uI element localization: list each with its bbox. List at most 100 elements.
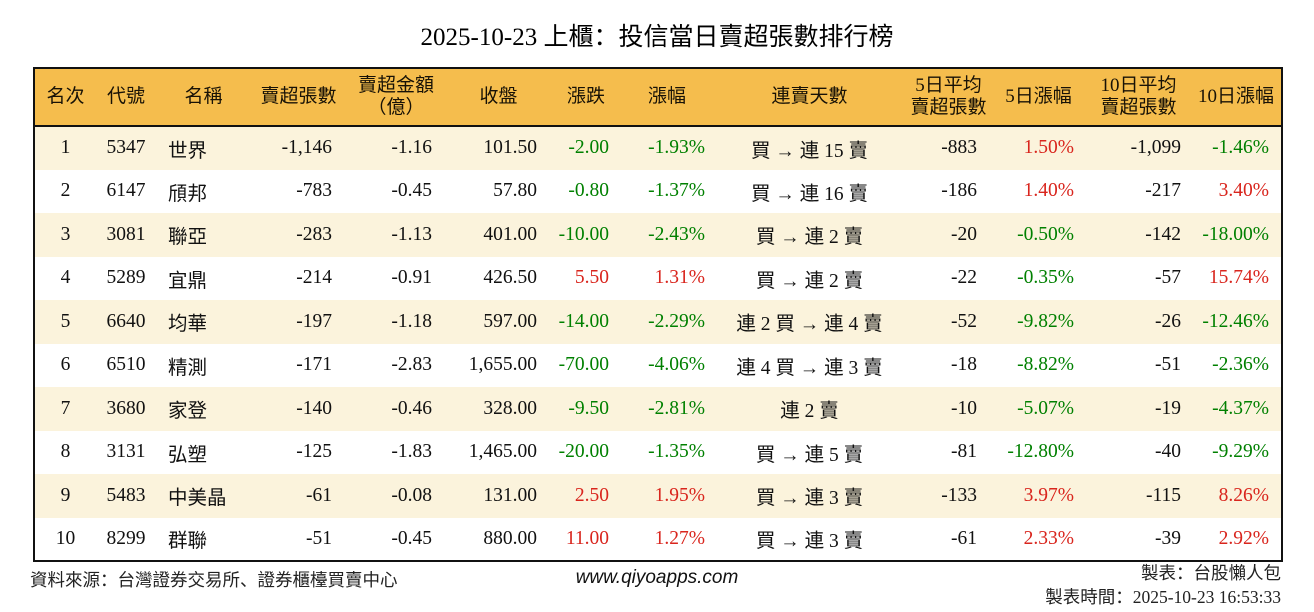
table-row: 5 6640 均華 -197 -1.18 597.00 -14.00 -2.29% 連 2 買 … — [34, 300, 1282, 344]
cell-net-sell-qty: -283 — [296, 223, 332, 245]
cell-net-sell-amount: -0.46 — [391, 397, 432, 419]
cell-net-sell-amount: -1.18 — [391, 310, 432, 332]
cell-stock-name: 精測 — [168, 357, 208, 379]
table-row: 4 5289 宜鼎 -214 -0.91 426.50 5.50 1.31% 買 → 連 2 賣… — [34, 256, 1282, 300]
cell-net-sell-amount: -0.91 — [391, 267, 432, 289]
cell-avg10-net-sell: -57 — [1155, 267, 1181, 289]
cell-net-sell-qty: -171 — [296, 354, 332, 376]
cell-close: 401.00 — [483, 223, 537, 245]
cell-rank: 9 — [60, 484, 71, 506]
table-body: 1 5347 世界 -1,146 -1.16 101.50 -2.00 -1.93% 買 → 連… — [34, 126, 1282, 561]
cell-pct5-change: 1.50% — [1023, 137, 1074, 159]
cell-change: -2.00 — [568, 137, 609, 159]
cell-change-pct: 1.27% — [654, 527, 705, 549]
cell-change-pct: -1.37% — [648, 180, 705, 202]
cell-code: 3131 — [106, 441, 146, 463]
cell-net-sell-qty: -1,146 — [281, 137, 332, 159]
column-header-8: 連賣天數 — [713, 68, 906, 127]
column-header-2: 名稱 — [156, 68, 251, 127]
cell-rank: 10 — [55, 527, 76, 549]
cell-avg5-net-sell: -52 — [951, 310, 977, 332]
cell-rank: 7 — [60, 397, 71, 419]
cell-code: 6510 — [106, 354, 146, 376]
cell-pct5-change: 2.33% — [1023, 527, 1074, 549]
ranking-table: 名次 代號 名稱 賣超張數 賣超金額 （億） 收盤 漲跌 漲幅 連賣天數 5日平均 賣超張數 5日漲幅 1… — [33, 67, 1283, 562]
cell-pct5-change: 3.97% — [1023, 484, 1074, 506]
cell-stock-name: 弘塑 — [168, 444, 208, 466]
cell-close: 597.00 — [483, 310, 537, 332]
cell-code: 3680 — [106, 397, 146, 419]
cell-avg5-net-sell: -133 — [941, 484, 977, 506]
cell-pct10-change: -4.37% — [1212, 397, 1269, 419]
cell-pct10-change: 3.40% — [1218, 180, 1269, 202]
cell-pct10-change: -9.29% — [1212, 441, 1269, 463]
cell-sell-streak: 買 → 連 3 賣 — [755, 531, 864, 553]
cell-change-pct: -4.06% — [648, 354, 705, 376]
cell-code: 5289 — [106, 267, 146, 289]
cell-rank: 5 — [60, 310, 71, 332]
cell-change: 2.50 — [574, 484, 609, 506]
column-header-3: 賣超張數 — [251, 68, 346, 127]
cell-stock-name: 群聯 — [168, 531, 208, 553]
table-row: 6 6510 精測 -171 -2.83 1,655.00 -70.00 -4.06% 連 4 … — [34, 343, 1282, 387]
cell-avg5-net-sell: -186 — [941, 180, 977, 202]
cell-rank: 1 — [60, 137, 71, 159]
cell-change: -20.00 — [558, 441, 609, 463]
cell-stock-name: 中美晶 — [168, 488, 227, 510]
cell-avg5-net-sell: -883 — [941, 137, 977, 159]
cell-pct5-change: -0.35% — [1017, 267, 1074, 289]
cell-pct10-change: -1.46% — [1212, 137, 1269, 159]
cell-avg5-net-sell: -20 — [951, 223, 977, 245]
cell-sell-streak: 連 2 買 → 連 4 賣 — [736, 314, 883, 336]
column-header-10: 5日漲幅 — [991, 68, 1086, 127]
column-header-0: 名次 — [34, 68, 96, 127]
cell-avg10-net-sell: -40 — [1155, 441, 1181, 463]
table-row: 8 3131 弘塑 -125 -1.83 1,465.00 -20.00 -1.35% 買 → … — [34, 430, 1282, 474]
cell-avg5-net-sell: -18 — [951, 354, 977, 376]
cell-pct10-change: 15.74% — [1208, 267, 1269, 289]
page-title: 2025-10-23 上櫃：投信當日賣超張數排行榜 — [420, 24, 894, 51]
cell-avg10-net-sell: -115 — [1145, 484, 1181, 506]
cell-change: 5.50 — [574, 267, 609, 289]
cell-net-sell-amount: -0.45 — [391, 527, 432, 549]
cell-change-pct: -2.81% — [648, 397, 705, 419]
cell-sell-streak: 買 → 連 2 賣 — [755, 270, 864, 292]
column-header-6: 漲跌 — [551, 68, 621, 127]
cell-avg10-net-sell: -217 — [1145, 180, 1181, 202]
table-row: 1 5347 世界 -1,146 -1.16 101.50 -2.00 -1.93% 買 → 連… — [34, 126, 1282, 170]
cell-change: -10.00 — [558, 223, 609, 245]
cell-pct5-change: 1.40% — [1023, 180, 1074, 202]
table-row: 2 6147 頎邦 -783 -0.45 57.80 -0.80 -1.37% 買 → 連 16… — [34, 169, 1282, 213]
cell-avg5-net-sell: -10 — [951, 397, 977, 419]
cell-sell-streak: 買 → 連 5 賣 — [755, 444, 864, 466]
column-header-11: 10日平均 賣超張數 — [1086, 68, 1191, 127]
cell-net-sell-qty: -140 — [296, 397, 332, 419]
cell-close: 426.50 — [483, 267, 537, 289]
website-url: www.qiyoapps.com — [575, 567, 739, 588]
cell-stock-name: 頎邦 — [168, 183, 208, 205]
cell-close: 57.80 — [493, 180, 537, 202]
cell-close: 1,465.00 — [468, 441, 537, 463]
cell-change: 11.00 — [565, 527, 609, 549]
table-row: 10 8299 群聯 -51 -0.45 880.00 11.00 1.27% 買 → 連 3 … — [34, 517, 1282, 561]
cell-close: 101.50 — [483, 137, 537, 159]
cell-change-pct: -1.93% — [648, 137, 705, 159]
column-header-5: 收盤 — [446, 68, 551, 127]
cell-avg10-net-sell: -39 — [1155, 527, 1181, 549]
cell-pct5-change: -8.82% — [1017, 354, 1074, 376]
column-header-9: 5日平均 賣超張數 — [906, 68, 991, 127]
column-header-12: 10日漲幅 — [1191, 68, 1282, 127]
table-row: 9 5483 中美晶 -61 -0.08 131.00 2.50 1.95% 買 → 連 3 賣… — [34, 474, 1282, 518]
cell-code: 6640 — [106, 310, 146, 332]
cell-stock-name: 聯亞 — [168, 227, 208, 249]
cell-change-pct: -1.35% — [648, 441, 705, 463]
cell-avg10-net-sell: -19 — [1155, 397, 1181, 419]
table-header: 名次 代號 名稱 賣超張數 賣超金額 （億） 收盤 漲跌 漲幅 連賣天數 5日平均 賣超張數 5日漲幅 1… — [34, 68, 1282, 127]
cell-stock-name: 家登 — [168, 401, 208, 423]
cell-avg5-net-sell: -81 — [951, 441, 977, 463]
cell-pct10-change: 2.92% — [1218, 527, 1269, 549]
cell-sell-streak: 買 → 連 3 賣 — [755, 488, 864, 510]
cell-pct5-change: -9.82% — [1017, 310, 1074, 332]
cell-net-sell-amount: -1.83 — [391, 441, 432, 463]
cell-change: -70.00 — [558, 354, 609, 376]
